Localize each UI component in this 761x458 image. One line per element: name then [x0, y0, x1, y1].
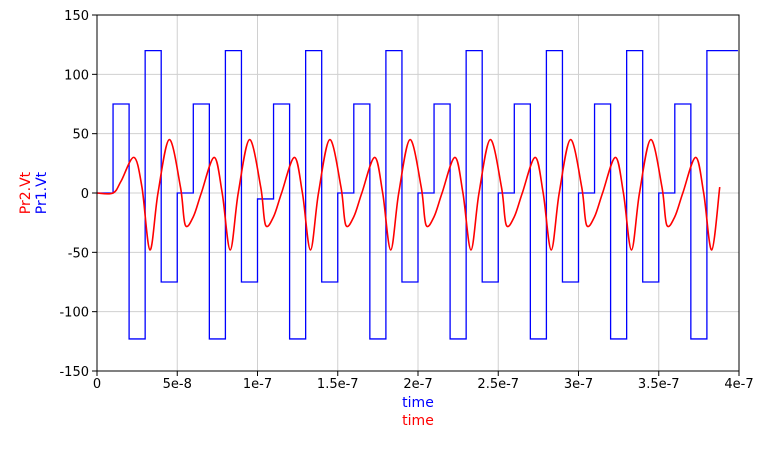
- y-tick-label: 0: [81, 187, 89, 202]
- y-tick-label: 50: [72, 128, 89, 143]
- ticks: 0 5e-8 1e-7 1.5e-7 2e-7 2.5e-7 3e-7 3.5e-7 4e-7 1…: [59, 9, 753, 392]
- x-tick-label: 0: [93, 377, 101, 392]
- x-tick-label: 4e-7: [724, 377, 753, 392]
- axis-labels: time time Pr2.Vt Pr1.Vt: [18, 171, 434, 429]
- x-axis-label: time: [402, 395, 434, 411]
- series-line-pr2-vt: [96, 138, 721, 251]
- series-line-pr1-vt: [97, 49, 738, 340]
- y-tick-label: 100: [64, 68, 89, 83]
- x-tick-label: 2e-7: [403, 377, 432, 392]
- y-tick-label: -150: [59, 365, 89, 380]
- x-tick-label: 3e-7: [564, 377, 593, 392]
- x-tick-label: 3.5e-7: [638, 377, 680, 392]
- x-axis-label: time: [402, 413, 434, 429]
- series-layer: [96, 49, 738, 340]
- y-tick-label: 150: [64, 9, 89, 24]
- x-tick-label: 1e-7: [243, 377, 272, 392]
- x-tick-label: 5e-8: [163, 377, 192, 392]
- y-tick-label: -100: [59, 306, 89, 321]
- y-tick-label: -50: [68, 246, 89, 261]
- x-tick-label: 2.5e-7: [477, 377, 519, 392]
- y-axis-label: Pr2.Vt: [18, 171, 34, 214]
- y-axis-label: Pr1.Vt: [34, 171, 50, 214]
- x-tick-label: 1.5e-7: [317, 377, 359, 392]
